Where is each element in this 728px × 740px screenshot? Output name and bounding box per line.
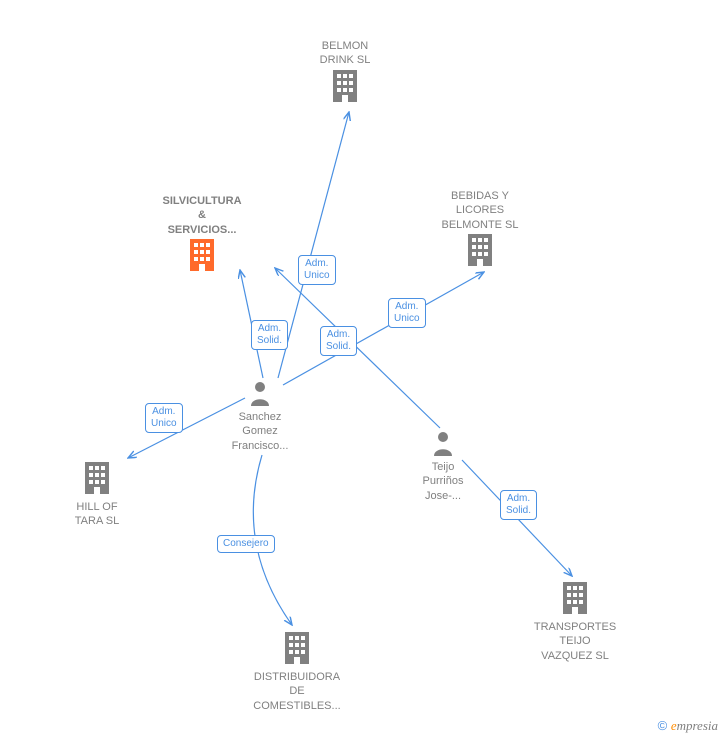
- copyright: © empresia: [658, 718, 718, 734]
- node-label: BELMONDRINK SL: [295, 39, 395, 68]
- building-icon: [281, 630, 313, 666]
- node-distribuidora[interactable]: DISTRIBUIDORADECOMESTIBLES...: [247, 630, 347, 713]
- node-label: HILL OFTARA SL: [47, 500, 147, 529]
- node-teijo[interactable]: TeijoPurriñosJose-...: [393, 430, 493, 503]
- node-label: BEBIDAS YLICORESBELMONTE SL: [430, 189, 530, 232]
- node-label: DISTRIBUIDORADECOMESTIBLES...: [247, 670, 347, 713]
- node-hill[interactable]: HILL OFTARA SL: [47, 460, 147, 529]
- edge-label: Adm.Solid.: [320, 326, 357, 356]
- node-transportes[interactable]: TRANSPORTESTEIJOVAZQUEZ SL: [525, 580, 625, 663]
- brand-rest: mpresia: [677, 718, 718, 733]
- node-label: SILVICULTURA&SERVICIOS...: [152, 194, 252, 237]
- edge-label: Adm.Unico: [145, 403, 183, 433]
- edge-label: Adm.Unico: [298, 255, 336, 285]
- node-silvicultura[interactable]: SILVICULTURA&SERVICIOS...: [152, 190, 252, 273]
- edge: [283, 272, 484, 385]
- edge-label: Adm.Solid.: [251, 320, 288, 350]
- person-icon: [248, 380, 272, 406]
- edge-label: Consejero: [217, 535, 275, 553]
- building-icon: [186, 237, 218, 273]
- building-icon: [81, 460, 113, 496]
- node-label: SanchezGomezFrancisco...: [210, 410, 310, 453]
- node-label: TRANSPORTESTEIJOVAZQUEZ SL: [525, 620, 625, 663]
- copyright-symbol: ©: [658, 718, 668, 733]
- node-belmon[interactable]: BELMONDRINK SL: [295, 35, 395, 104]
- person-icon: [431, 430, 455, 456]
- building-icon: [559, 580, 591, 616]
- building-icon: [464, 232, 496, 268]
- edge-label: Adm.Unico: [388, 298, 426, 328]
- node-bebidas[interactable]: BEBIDAS YLICORESBELMONTE SL: [430, 185, 530, 268]
- network-diagram: BELMONDRINK SL SILVICULTURA&SERVICIOS...…: [0, 0, 728, 740]
- node-label: TeijoPurriñosJose-...: [393, 460, 493, 503]
- building-icon: [329, 68, 361, 104]
- edge-label: Adm.Solid.: [500, 490, 537, 520]
- node-sanchez[interactable]: SanchezGomezFrancisco...: [210, 380, 310, 453]
